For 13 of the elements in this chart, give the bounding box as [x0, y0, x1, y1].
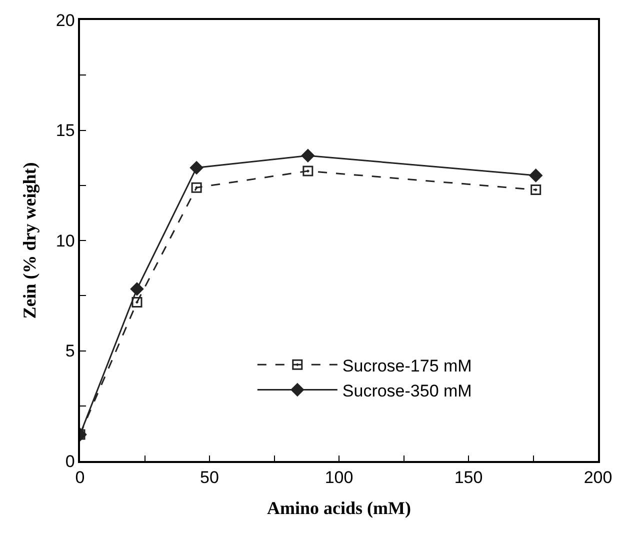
x-tick-label: 150 [454, 468, 483, 488]
x-axis-title: Amino acids (mM) [267, 498, 411, 518]
legend-label: Sucrose-350 mM [342, 381, 472, 400]
y-tick-label: 20 [56, 10, 75, 30]
x-tick-label: 200 [584, 468, 612, 488]
y-tick-label: 0 [65, 452, 75, 471]
y-axis-title: Zein (% dry weight) [20, 162, 40, 319]
legend-label: Sucrose-175 mM [342, 356, 472, 376]
x-tick-label: 50 [200, 468, 219, 488]
y-tick-label: 10 [56, 231, 75, 250]
y-tick-label: 5 [65, 342, 75, 361]
x-tick-label: 100 [324, 468, 354, 488]
y-tick-label: 15 [56, 121, 75, 140]
